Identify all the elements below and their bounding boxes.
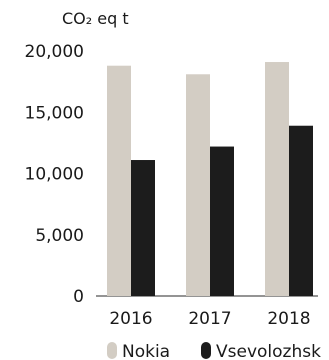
y-tick-label: 10,000 bbox=[25, 165, 84, 185]
legend-label-nokia: Nokia bbox=[122, 342, 170, 360]
legend-swatch-vsevolozhsk bbox=[201, 342, 211, 359]
bar-nokia-2018 bbox=[265, 62, 289, 297]
y-tick-label: 0 bbox=[73, 287, 84, 307]
x-tick-label: 2017 bbox=[188, 309, 231, 329]
x-tick-label: 2018 bbox=[267, 309, 310, 329]
y-tick-label: 20,000 bbox=[25, 42, 84, 62]
x-tick-label: 2016 bbox=[109, 309, 152, 329]
y-axis-unit-label: CO₂ eq t bbox=[62, 9, 129, 28]
x-axis-ticks: 2016 2017 2018 bbox=[109, 309, 310, 329]
bar-vsevolozhsk-2016 bbox=[131, 160, 155, 296]
legend-label-vsevolozhsk: Vsevolozhsk bbox=[216, 342, 321, 360]
y-tick-label: 5,000 bbox=[35, 226, 84, 246]
bar-nokia-2016 bbox=[107, 65, 131, 296]
y-tick-label: 15,000 bbox=[25, 103, 84, 123]
bar-vsevolozhsk-2018 bbox=[289, 125, 313, 296]
bar-vsevolozhsk-2017 bbox=[210, 146, 234, 296]
legend-swatch-nokia bbox=[107, 342, 117, 359]
bar-nokia-2017 bbox=[186, 74, 210, 297]
legend: Nokia Vsevolozhsk bbox=[107, 342, 321, 360]
y-axis-ticks: 0 5,000 10,000 15,000 20,000 bbox=[25, 42, 84, 307]
bars bbox=[107, 62, 313, 297]
